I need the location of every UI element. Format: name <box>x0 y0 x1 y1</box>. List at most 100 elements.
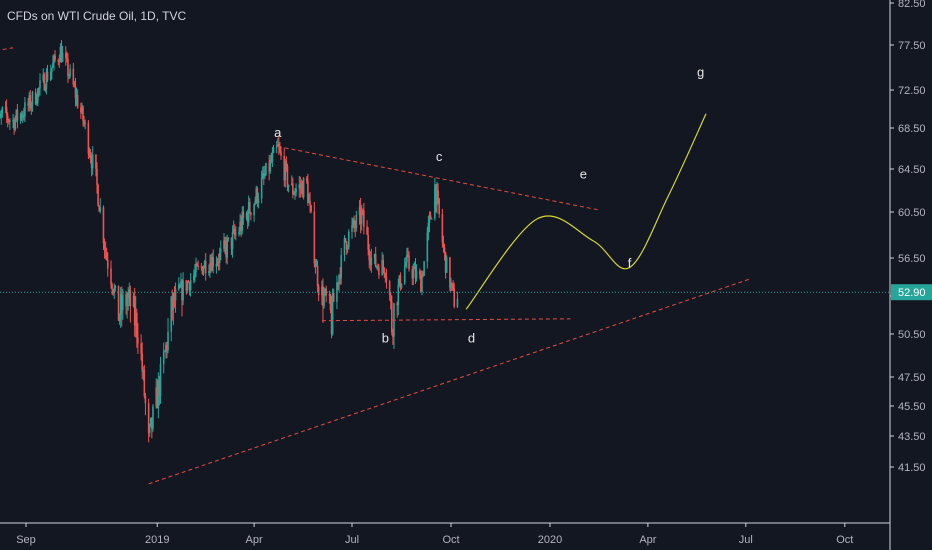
candle <box>257 192 260 209</box>
candle <box>126 292 128 319</box>
candle <box>383 266 386 279</box>
candle <box>391 295 393 336</box>
candle <box>444 251 447 279</box>
candle-body <box>292 183 294 195</box>
candle-body <box>278 144 280 148</box>
candle-body <box>12 120 14 122</box>
candle-body <box>438 198 440 215</box>
candle <box>218 247 221 271</box>
time-axis[interactable]: Sep 2019 Apr Jul Oct 2020 Apr Jul Oct <box>0 522 890 546</box>
candle-body <box>271 153 274 162</box>
candle-body <box>358 207 361 215</box>
candle <box>306 176 308 184</box>
candle-body <box>331 293 334 334</box>
candle <box>423 260 425 277</box>
candle-body <box>118 314 121 321</box>
candle <box>414 258 417 284</box>
candle <box>58 54 61 68</box>
candle-body <box>375 266 378 268</box>
candle-body <box>248 201 251 213</box>
candle <box>269 154 272 174</box>
candle <box>212 249 215 274</box>
candle <box>437 183 439 204</box>
candle-body <box>355 214 358 228</box>
candle <box>66 51 68 63</box>
candle <box>449 256 451 292</box>
candle <box>248 198 251 214</box>
candle <box>276 137 279 146</box>
candle <box>332 288 335 302</box>
candle-body <box>179 284 181 288</box>
candle <box>235 226 237 241</box>
candle-body <box>96 168 98 185</box>
candle <box>392 328 394 345</box>
candle-body <box>301 183 304 198</box>
candle <box>359 197 362 234</box>
wave-labels: a b c d e f g <box>274 65 704 346</box>
candle <box>295 183 297 197</box>
candle-body <box>215 263 218 267</box>
candle <box>43 72 46 91</box>
candle-body <box>76 94 79 108</box>
candle-body <box>4 107 7 109</box>
candle <box>382 254 385 274</box>
candle-body <box>241 211 244 232</box>
candle <box>165 341 167 359</box>
candle <box>370 248 373 273</box>
candle-body <box>223 240 225 249</box>
candle-body <box>302 178 305 198</box>
candle <box>91 146 94 175</box>
candle-body <box>313 211 316 264</box>
candle-body <box>340 254 343 279</box>
candle-body <box>314 263 317 267</box>
candle-body <box>99 207 102 212</box>
candle <box>90 152 93 177</box>
candle-body <box>453 288 456 307</box>
candle-body <box>7 120 10 122</box>
candle <box>34 88 37 106</box>
candle <box>374 246 377 268</box>
candle-body <box>339 274 341 279</box>
candle-body <box>186 281 189 291</box>
candle <box>406 247 408 269</box>
price-axis[interactable]: 82.5077.5072.5068.5064.5060.5056.5052.50… <box>889 0 932 550</box>
candle-body <box>367 234 369 250</box>
candle <box>223 233 225 252</box>
candle <box>436 181 438 214</box>
candle-body <box>408 255 410 270</box>
candle-body <box>140 343 142 354</box>
candle-body <box>180 281 182 288</box>
candle-body <box>185 280 188 291</box>
candle <box>344 238 347 243</box>
candle <box>61 45 64 63</box>
candle-body <box>276 144 279 146</box>
candle <box>286 163 289 192</box>
candle-body <box>262 173 265 177</box>
time-tick-label: Oct <box>442 534 459 546</box>
candle <box>80 102 82 119</box>
candle <box>99 198 102 214</box>
candle <box>310 204 312 214</box>
candle-body <box>450 282 452 288</box>
time-tick-label: Jul <box>345 534 359 546</box>
candle-body <box>403 266 406 284</box>
candle <box>97 183 99 207</box>
candle-body <box>112 289 114 294</box>
candle <box>21 111 24 123</box>
candle <box>323 286 325 309</box>
wave-label-b: b <box>382 331 389 346</box>
candle <box>67 53 69 84</box>
candle-body <box>58 60 61 63</box>
candle-body <box>117 285 120 321</box>
candle <box>367 226 369 256</box>
candle <box>162 342 165 374</box>
candle <box>301 180 304 198</box>
candle <box>24 97 26 123</box>
candle-body <box>293 193 295 195</box>
candle <box>65 46 67 66</box>
candle <box>118 313 121 325</box>
candle-body <box>44 88 47 91</box>
candle <box>346 244 349 254</box>
candle <box>241 206 244 235</box>
